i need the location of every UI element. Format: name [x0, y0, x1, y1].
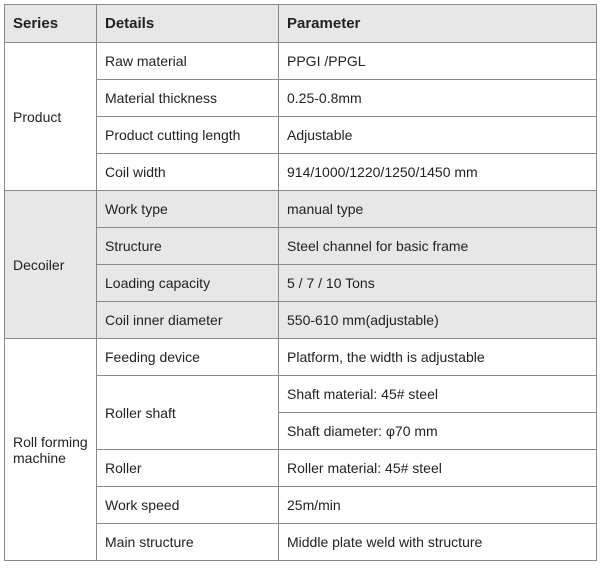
param-cell: Shaft diameter: φ70 mm [279, 413, 597, 450]
table-row: Roll forming machineFeeding devicePlatfo… [5, 339, 597, 376]
detail-cell: Work type [97, 191, 279, 228]
param-cell: Steel channel for basic frame [279, 228, 597, 265]
param-cell: manual type [279, 191, 597, 228]
detail-cell: Product cutting length [97, 117, 279, 154]
header-details: Details [97, 5, 279, 43]
detail-cell: Raw material [97, 43, 279, 80]
table-row: DecoilerWork typemanual type [5, 191, 597, 228]
param-cell: 5 / 7 / 10 Tons [279, 265, 597, 302]
detail-cell: Coil width [97, 154, 279, 191]
series-cell: Decoiler [5, 191, 97, 339]
param-cell: Platform, the width is adjustable [279, 339, 597, 376]
detail-cell: Roller shaft [97, 376, 279, 450]
detail-cell: Feeding device [97, 339, 279, 376]
detail-cell: Main structure [97, 524, 279, 561]
header-row: Series Details Parameter [5, 5, 597, 43]
param-cell: 550-610 mm(adjustable) [279, 302, 597, 339]
detail-cell: Material thickness [97, 80, 279, 117]
param-cell: 914/1000/1220/1250/1450 mm [279, 154, 597, 191]
param-cell: 0.25-0.8mm [279, 80, 597, 117]
param-cell: Shaft material: 45# steel [279, 376, 597, 413]
table-body: ProductRaw materialPPGI /PPGLMaterial th… [5, 43, 597, 561]
param-cell: Roller material: 45# steel [279, 450, 597, 487]
header-parameter: Parameter [279, 5, 597, 43]
param-cell: 25m/min [279, 487, 597, 524]
spec-table: Series Details Parameter ProductRaw mate… [4, 4, 597, 561]
param-cell: Middle plate weld with structure [279, 524, 597, 561]
param-cell: Adjustable [279, 117, 597, 154]
param-cell: PPGI /PPGL [279, 43, 597, 80]
detail-cell: Coil inner diameter [97, 302, 279, 339]
detail-cell: Roller [97, 450, 279, 487]
table-row: ProductRaw materialPPGI /PPGL [5, 43, 597, 80]
series-cell: Roll forming machine [5, 339, 97, 561]
detail-cell: Work speed [97, 487, 279, 524]
detail-cell: Loading capacity [97, 265, 279, 302]
header-series: Series [5, 5, 97, 43]
detail-cell: Structure [97, 228, 279, 265]
series-cell: Product [5, 43, 97, 191]
